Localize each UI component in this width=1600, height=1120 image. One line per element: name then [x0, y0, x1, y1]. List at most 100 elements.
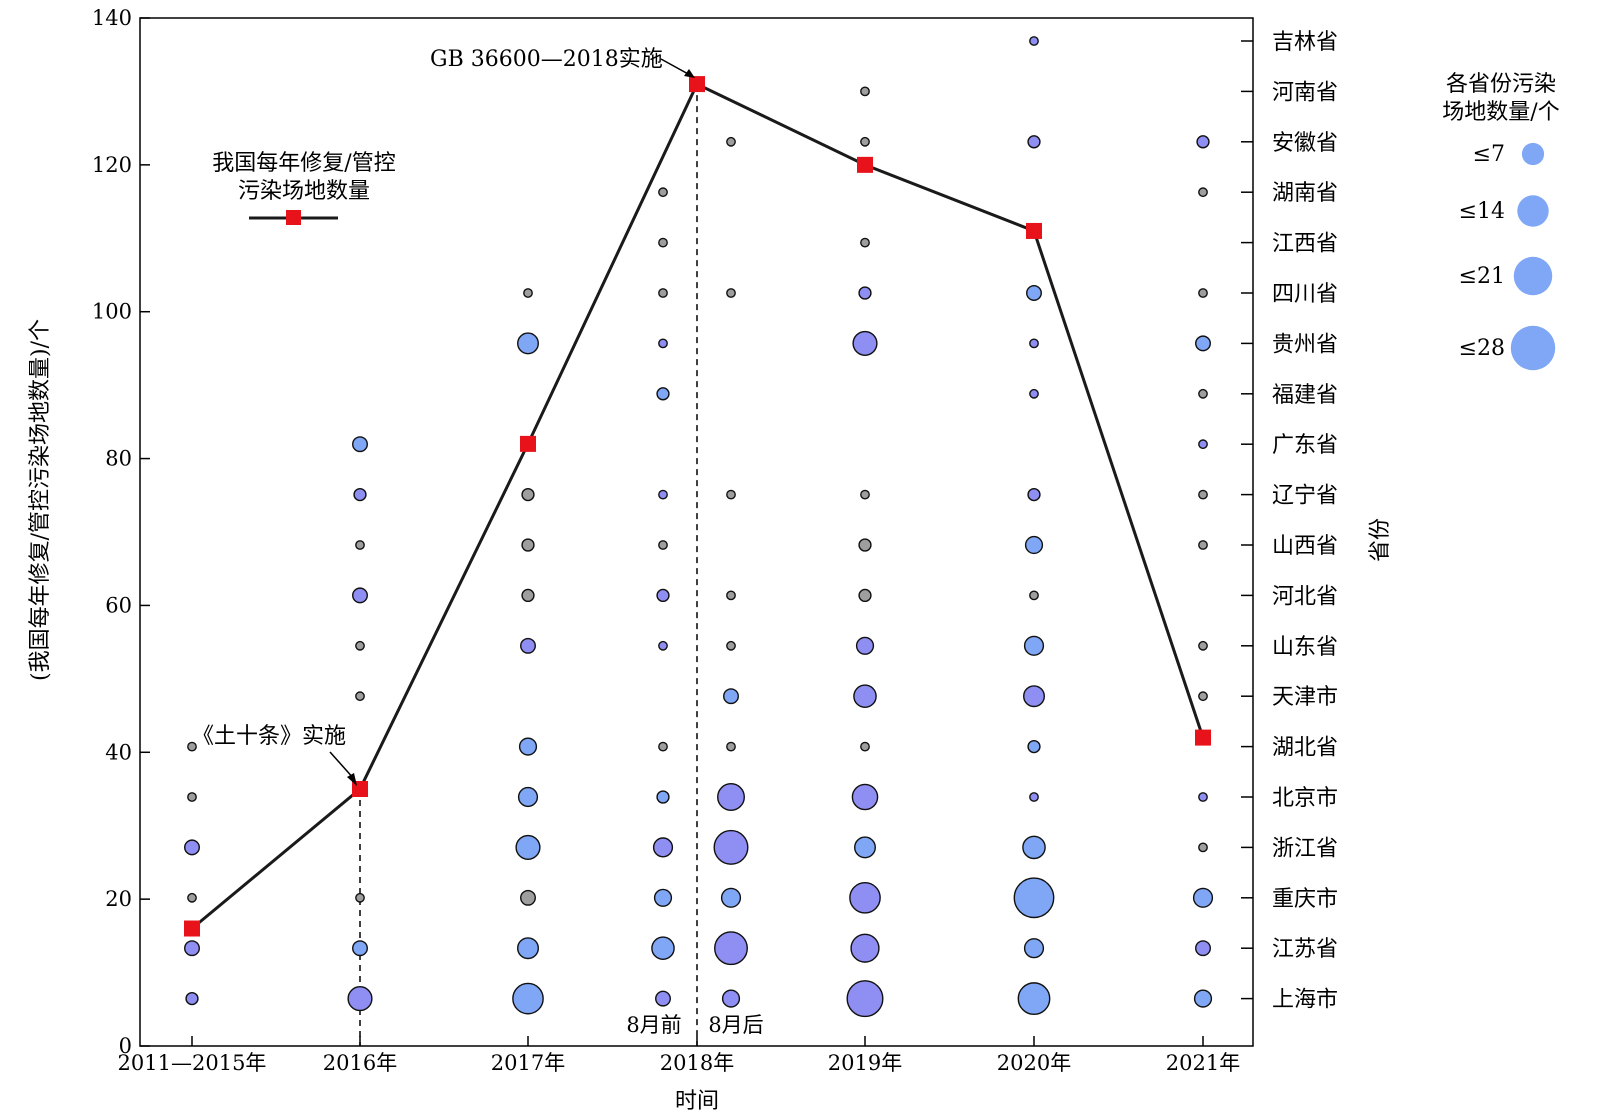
bubble-point	[1022, 835, 1046, 860]
y-right-tick-label: 吉林省	[1272, 30, 1338, 55]
size-legend-bubble	[1517, 195, 1549, 227]
bubble-layer	[184, 36, 1214, 1018]
bubble-point	[720, 887, 742, 908]
y-left-tick-label: 40	[105, 740, 132, 764]
y-left-tick-label: 0	[119, 1034, 132, 1058]
bubble-point	[1198, 439, 1208, 450]
y-right-tick-label: 重庆市	[1272, 887, 1338, 912]
y-left-tick-label: 20	[105, 887, 132, 911]
bubble-point	[1198, 691, 1208, 702]
x-tick-label: 2021年	[1166, 1051, 1240, 1075]
bubble-point	[851, 783, 879, 811]
bubble-point	[521, 538, 535, 552]
size-legend-title-2: 场地数量/个	[1442, 100, 1559, 125]
y-left-tick-label: 100	[92, 300, 132, 324]
split-label-before: 8月前	[626, 1013, 681, 1037]
size-legend-bubble	[1521, 142, 1545, 166]
bubble-point	[521, 487, 535, 502]
bubble-point	[1198, 792, 1208, 802]
bubble-point	[860, 136, 870, 147]
size-legend-label: ≤7	[1473, 142, 1505, 167]
series-marker	[1026, 222, 1042, 239]
y-left-axis-label: (我国每年修复/管控污染场地数量)/个	[28, 319, 53, 681]
bubble-point	[1198, 288, 1208, 298]
y-right-axis-label: 省份	[1368, 518, 1393, 562]
bubble-point	[853, 684, 877, 709]
bubble-point	[517, 937, 539, 960]
bubble-point	[1193, 989, 1213, 1008]
bubble-point	[653, 888, 673, 907]
y-right-tick-label: 辽宁省	[1272, 484, 1338, 509]
bubble-point	[726, 136, 736, 147]
bubble-point	[860, 489, 870, 500]
bubble-point	[846, 980, 884, 1018]
bubble-point	[517, 786, 539, 808]
series-marker	[520, 435, 536, 452]
x-tick-label: 2016年	[323, 1051, 397, 1075]
bubble-point	[658, 288, 668, 298]
y-right-tick-label: 河南省	[1272, 80, 1338, 105]
bubble-point	[860, 237, 870, 248]
y-right-tick-label: 安徽省	[1272, 131, 1338, 156]
axis-ticks: 0 20 40 60 80 100 120 140 2011—2015年 2016年 2017年 20…	[92, 6, 1338, 1075]
bubble-point	[713, 829, 749, 865]
bubble-point	[723, 688, 739, 705]
y-right-tick-label: 北京市	[1272, 786, 1338, 811]
size-legend: ≤7 ≤14 ≤21 ≤28	[1459, 142, 1556, 371]
size-legend-bubble	[1510, 325, 1556, 371]
bubble-point	[1198, 388, 1208, 399]
bubble-point	[520, 637, 536, 654]
bubble-point	[656, 387, 670, 401]
bubble-point	[855, 636, 875, 655]
bubble-point	[1198, 187, 1208, 198]
bubble-point	[187, 892, 197, 903]
annotation-arrow	[660, 58, 691, 76]
bubble-point	[1192, 887, 1214, 908]
bubble-point	[860, 741, 870, 752]
bubble-point	[521, 588, 535, 603]
annotation-arrowhead	[684, 69, 695, 78]
size-legend-label: ≤28	[1459, 336, 1505, 361]
bubble-point	[1196, 135, 1210, 149]
annotation-arrowhead	[347, 773, 357, 786]
bubble-point	[1023, 635, 1045, 656]
x-tick-label: 2018年	[660, 1051, 734, 1075]
y-left-tick-label: 80	[105, 447, 132, 471]
size-legend-label: ≤21	[1459, 264, 1505, 289]
series-marker	[689, 76, 705, 93]
bubble-point	[520, 889, 536, 906]
y-left-tick-label: 140	[92, 6, 132, 30]
bubble-point	[726, 590, 736, 601]
bubble-point	[656, 790, 670, 804]
x-tick-label: 2019年	[828, 1051, 902, 1075]
bubble-point	[352, 436, 368, 453]
bubble-point	[1029, 792, 1039, 802]
y-right-tick-label: 上海市	[1272, 988, 1338, 1013]
bubble-point	[518, 737, 538, 756]
bubble-point	[1013, 877, 1055, 919]
bubble-point	[1023, 938, 1045, 959]
bubble-point	[717, 783, 745, 811]
bubble-point	[1029, 36, 1039, 46]
bubble-point	[850, 933, 880, 963]
bubble-point	[1029, 388, 1039, 399]
x-axis-label: 时间	[675, 1089, 719, 1114]
line-legend-text-1: 我国每年修复/管控	[212, 151, 395, 176]
y-left-tick-label: 60	[105, 593, 132, 617]
bubble-point	[658, 741, 668, 752]
bubble-point	[721, 989, 741, 1008]
x-tick-label: 2020年	[997, 1051, 1071, 1075]
bubble-point	[1198, 842, 1208, 853]
series-marker	[857, 156, 873, 173]
bubble-point	[1023, 685, 1045, 708]
bubble-point	[860, 86, 870, 97]
y-right-tick-label: 贵州省	[1272, 332, 1338, 357]
bubble-point	[658, 338, 668, 349]
bubble-point	[184, 940, 200, 957]
y-right-tick-label: 山西省	[1272, 534, 1338, 559]
bubble-point	[1198, 640, 1208, 651]
bubble-point	[1029, 590, 1039, 601]
y-right-tick-label: 湖南省	[1272, 181, 1338, 206]
y-right-tick-label: 河北省	[1272, 584, 1338, 609]
bubble-point	[726, 489, 736, 500]
